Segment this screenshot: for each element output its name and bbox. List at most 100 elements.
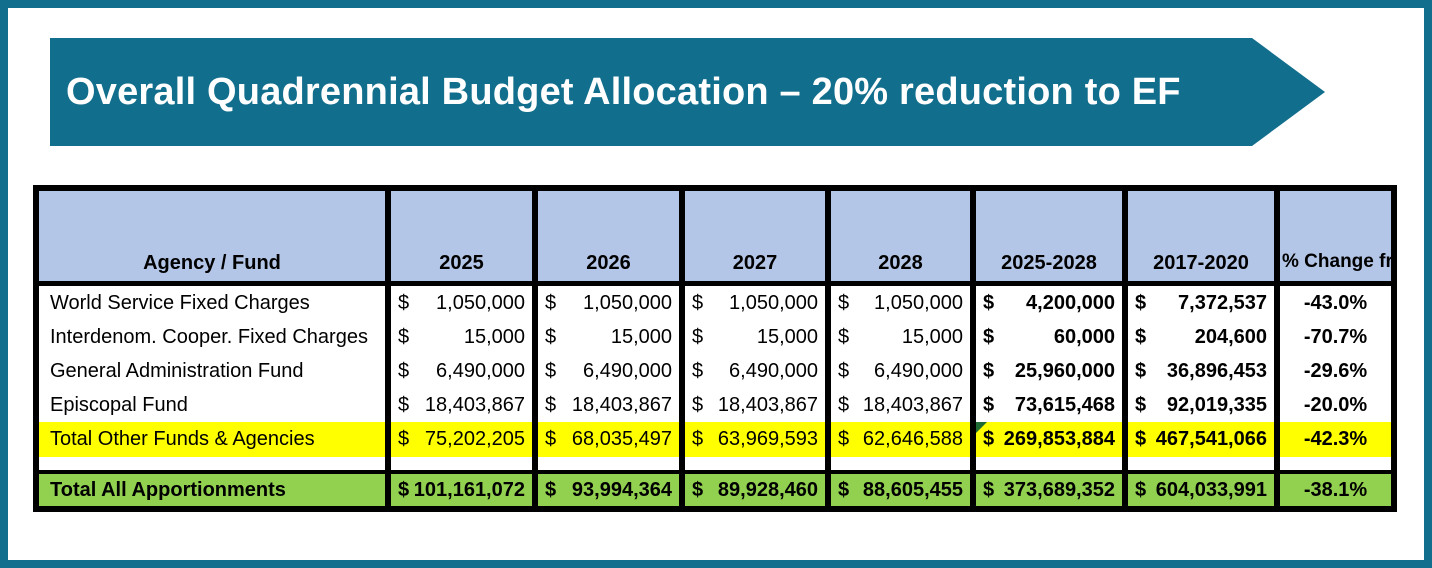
table-row-world-service: World Service Fixed Charges $1,050,000 $…: [33, 283, 1397, 320]
currency-symbol: $: [838, 325, 850, 348]
cell-2027: $89,928,460: [679, 470, 831, 512]
cell-2027: $18,403,867: [679, 388, 831, 422]
row-label: World Service Fixed Charges: [33, 283, 391, 320]
amount: 1,050,000: [874, 291, 963, 314]
cell-2025: $101,161,072: [385, 470, 538, 512]
amount: 75,202,205: [424, 428, 525, 450]
amount: 18,403,867: [571, 393, 672, 416]
currency-symbol: $: [545, 291, 557, 314]
amount: 92,019,335: [1166, 393, 1267, 416]
header-2025-2028: 2025-2028: [970, 185, 1128, 286]
cell-2017-2020: $92,019,335: [1122, 388, 1280, 422]
cell-2017-2020: $36,896,453: [1122, 354, 1280, 388]
currency-symbol: $: [1135, 325, 1147, 348]
currency-symbol: $: [692, 478, 704, 501]
cell-2017-2020: $204,600: [1122, 320, 1280, 354]
cell-2025: $15,000: [385, 320, 538, 354]
cell-2027: $1,050,000: [679, 283, 831, 320]
currency-symbol: $: [838, 359, 850, 382]
cell-2025: $75,202,205: [385, 422, 538, 457]
amount: 1,050,000: [436, 291, 525, 314]
cell-2028: $15,000: [825, 320, 976, 354]
currency-symbol: $: [983, 393, 995, 416]
header-2025: 2025: [385, 185, 538, 286]
cell-pct-change: -20.0%: [1274, 388, 1397, 422]
cell-2017-2020: $467,541,066: [1122, 422, 1280, 457]
amount: 89,928,460: [717, 478, 818, 501]
currency-symbol: $: [692, 291, 704, 314]
currency-symbol: $: [983, 478, 995, 501]
amount: 18,403,867: [862, 393, 963, 416]
amount: 7,372,537: [1178, 291, 1267, 314]
amount: 73,615,468: [1014, 393, 1115, 416]
table-row-total-other-funds: Total Other Funds & Agencies $75,202,205…: [33, 422, 1397, 457]
cell-2028: $6,490,000: [825, 354, 976, 388]
table-header-row: Agency / Fund 2025 2026 2027 2028 2025-2…: [33, 185, 1397, 286]
cell-2025-2028: $73,615,468: [970, 388, 1128, 422]
cell-error-indicator-triangle-icon: [979, 422, 987, 433]
amount: 60,000: [1053, 325, 1115, 348]
cell-2028: $88,605,455: [825, 470, 976, 512]
amount: 6,490,000: [874, 359, 963, 382]
cell-2025: $18,403,867: [385, 388, 538, 422]
amount: 467,541,066: [1155, 428, 1267, 450]
cell-2025-2028: $60,000: [970, 320, 1128, 354]
amount: 269,853,884: [1003, 428, 1115, 450]
row-label: Episcopal Fund: [33, 388, 391, 422]
header-pct-change: % Change from 2017-2020: [1274, 185, 1397, 286]
amount: 6,490,000: [583, 359, 672, 382]
amount: 36,896,453: [1166, 359, 1267, 382]
currency-symbol: $: [983, 325, 995, 348]
slide-title: Overall Quadrennial Budget Allocation – …: [66, 70, 1181, 113]
currency-symbol: $: [398, 478, 410, 501]
currency-symbol: $: [838, 393, 850, 416]
cell-2026: $18,403,867: [532, 388, 685, 422]
table-row-general-admin: General Administration Fund $6,490,000 $…: [33, 354, 1397, 388]
currency-symbol: $: [398, 291, 410, 314]
amount: 68,035,497: [571, 428, 672, 450]
currency-symbol: $: [398, 359, 410, 382]
currency-symbol: $: [838, 428, 850, 450]
currency-symbol: $: [1135, 393, 1147, 416]
amount: 93,994,364: [571, 478, 672, 501]
amount: 4,200,000: [1026, 291, 1115, 314]
currency-symbol: $: [692, 325, 704, 348]
currency-symbol: $: [398, 325, 410, 348]
cell-2028: $1,050,000: [825, 283, 976, 320]
header-2028: 2028: [825, 185, 976, 286]
banner-arrow-icon: [1252, 38, 1325, 146]
header-2027: 2027: [679, 185, 831, 286]
amount: 15,000: [756, 325, 818, 348]
currency-symbol: $: [398, 428, 410, 450]
cell-2025: $1,050,000: [385, 283, 538, 320]
currency-symbol: $: [983, 291, 995, 314]
cell-2028: $62,646,588: [825, 422, 976, 457]
table-row-interdenom: Interdenom. Cooper. Fixed Charges $15,00…: [33, 320, 1397, 354]
currency-symbol: $: [545, 359, 557, 382]
cell-2027: $6,490,000: [679, 354, 831, 388]
currency-symbol: $: [838, 478, 850, 501]
title-banner-body: Overall Quadrennial Budget Allocation – …: [50, 38, 1252, 146]
table-row-episcopal-fund: Episcopal Fund $18,403,867 $18,403,867 $…: [33, 388, 1397, 422]
row-label: Total Other Funds & Agencies: [33, 422, 391, 457]
cell-2027: $63,969,593: [679, 422, 831, 457]
currency-symbol: $: [692, 393, 704, 416]
amount: 63,969,593: [717, 428, 818, 450]
currency-symbol: $: [1135, 359, 1147, 382]
row-label: General Administration Fund: [33, 354, 391, 388]
amount: 15,000: [463, 325, 525, 348]
cell-2026: $6,490,000: [532, 354, 685, 388]
cell-2025-2028: $4,200,000: [970, 283, 1128, 320]
cell-2028: $18,403,867: [825, 388, 976, 422]
amount: 6,490,000: [729, 359, 818, 382]
cell-pct-change: -38.1%: [1274, 470, 1397, 512]
amount: 62,646,588: [862, 428, 963, 450]
budget-table: Agency / Fund 2025 2026 2027 2028 2025-2…: [33, 185, 1397, 512]
amount: 15,000: [901, 325, 963, 348]
cell-pct-change: -70.7%: [1274, 320, 1397, 354]
amount: 25,960,000: [1014, 359, 1115, 382]
table-spacer-row: [33, 457, 1397, 472]
amount: 18,403,867: [424, 393, 525, 416]
amount: 373,689,352: [1003, 478, 1115, 501]
header-2026: 2026: [532, 185, 685, 286]
